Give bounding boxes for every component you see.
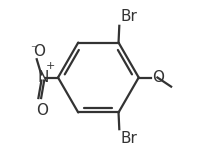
Text: O: O <box>36 103 48 118</box>
Text: O: O <box>33 44 45 59</box>
Text: +: + <box>46 61 55 71</box>
Text: Br: Br <box>120 9 137 24</box>
Text: Br: Br <box>120 131 137 146</box>
Text: N: N <box>37 70 49 85</box>
Text: O: O <box>152 70 164 85</box>
Text: ⁻: ⁻ <box>30 43 37 56</box>
